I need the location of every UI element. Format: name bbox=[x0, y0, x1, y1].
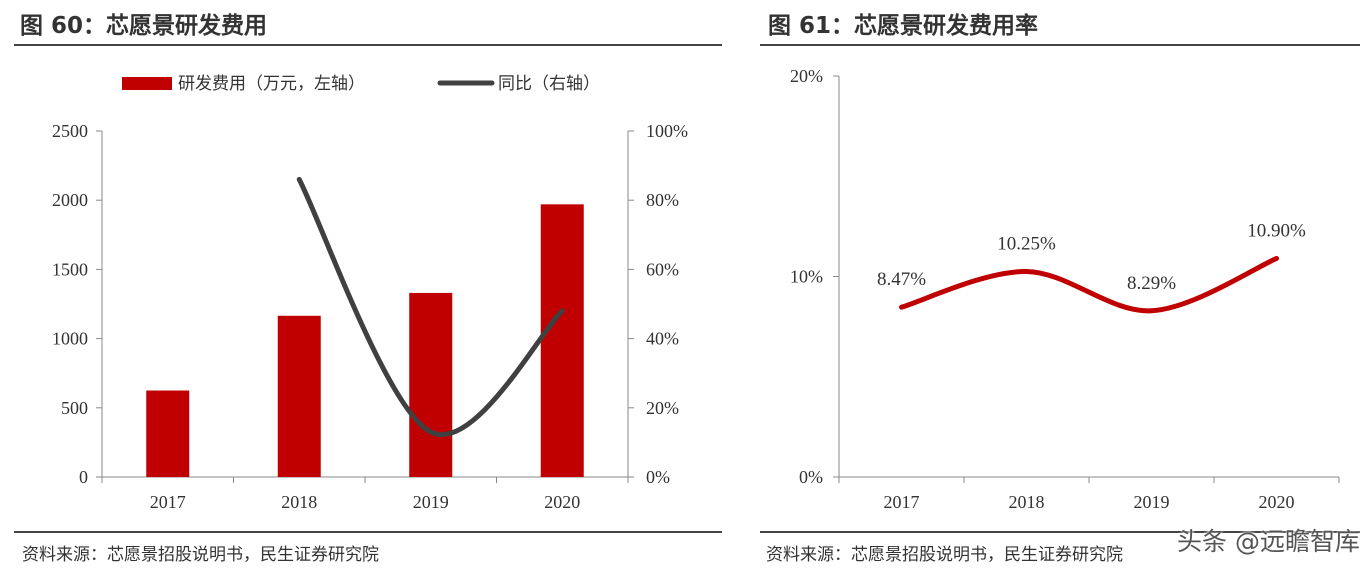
chart-title: 图 61：芯愿景研发费用率 bbox=[768, 13, 1039, 39]
rd-ratio-panel: 图 61：芯愿景研发费用率 0% 10% 20% 2017 2018 2019 2020 8.… bbox=[760, 0, 1360, 572]
legend-bar-swatch bbox=[122, 77, 172, 90]
source-rule bbox=[14, 531, 722, 533]
left-y-tick-label: 500 bbox=[61, 398, 88, 418]
watermark: 头条 @远瞻智库 bbox=[1177, 527, 1360, 556]
left-y-tick-label: 1500 bbox=[52, 259, 88, 279]
right-y-tick-label: 60% bbox=[646, 259, 679, 279]
series-line-yoy bbox=[296, 176, 565, 438]
data-label: 8.47% bbox=[877, 269, 926, 290]
bar-rd-expense-2019 bbox=[409, 292, 453, 477]
source-rule bbox=[760, 531, 1360, 533]
y-tick-label: 10% bbox=[790, 267, 823, 287]
x-tick-label: 2020 bbox=[544, 492, 580, 512]
x-tick-label: 2020 bbox=[1259, 492, 1295, 512]
x-tick-label: 2017 bbox=[150, 492, 186, 512]
x-tick-label: 2018 bbox=[281, 492, 317, 512]
rd-ratio-chart: 0% 10% 20% 2017 2018 2019 2020 8.47% 10.25% 8.29%… bbox=[790, 66, 1340, 512]
x-tick-label: 2019 bbox=[1134, 492, 1170, 512]
source-note: 资料来源：芯愿景招股说明书，民生证券研究院 bbox=[22, 545, 379, 565]
series-line-rd-ratio bbox=[899, 255, 1279, 314]
rd-expense-chart: 研发费用（万元，左轴） 同比（右轴） 0 500 1000 1500 2000 2500 0% 2… bbox=[52, 74, 688, 512]
source-note: 资料来源：芯愿景招股说明书，民生证券研究院 bbox=[766, 545, 1123, 565]
y-tick-label: 0% bbox=[799, 467, 823, 487]
left-y-tick-label: 2000 bbox=[52, 190, 88, 210]
x-tick-label: 2018 bbox=[1009, 492, 1045, 512]
legend-line-label: 同比（右轴） bbox=[498, 74, 600, 93]
right-y-tick-label: 20% bbox=[646, 398, 679, 418]
rd-expense-panel: 图 60：芯愿景研发费用 研发费用（万元，左轴） 同比（右轴） 0 500 1000 15… bbox=[14, 13, 722, 565]
right-y-tick-label: 0% bbox=[646, 467, 670, 487]
data-label: 10.25% bbox=[997, 233, 1056, 254]
left-y-tick-label: 1000 bbox=[52, 329, 88, 349]
right-y-tick-label: 40% bbox=[646, 329, 679, 349]
data-label: 10.90% bbox=[1247, 220, 1306, 241]
title-rule bbox=[14, 44, 722, 46]
title-rule bbox=[760, 44, 1360, 46]
left-y-tick-label: 2500 bbox=[52, 121, 88, 141]
y-tick-label: 20% bbox=[790, 66, 823, 86]
legend-bar-label: 研发费用（万元，左轴） bbox=[178, 74, 365, 93]
x-tick-label: 2019 bbox=[413, 492, 449, 512]
x-tick-label: 2017 bbox=[884, 492, 920, 512]
data-label: 8.29% bbox=[1127, 273, 1176, 294]
right-y-tick-label: 80% bbox=[646, 190, 679, 210]
bar-rd-expense-2017 bbox=[146, 390, 190, 477]
bar-rd-expense-2020 bbox=[540, 204, 584, 478]
chart-title: 图 60：芯愿景研发费用 bbox=[20, 13, 268, 39]
right-y-tick-label: 100% bbox=[646, 121, 688, 141]
left-y-tick-label: 0 bbox=[79, 467, 88, 487]
bar-rd-expense-2018 bbox=[277, 315, 321, 477]
